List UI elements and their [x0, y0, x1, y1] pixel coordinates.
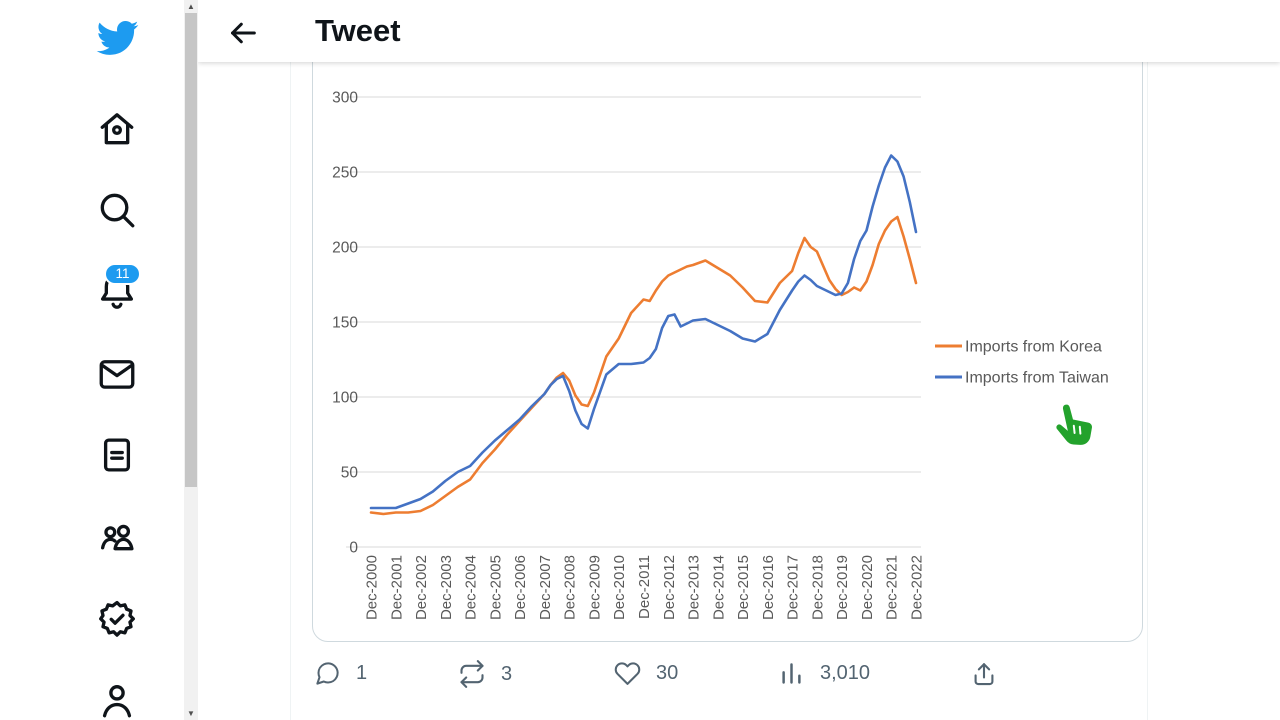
y-tick-label: 300: [332, 90, 358, 107]
share-button[interactable]: [970, 660, 998, 688]
x-tick-label: Dec-2010: [611, 555, 628, 620]
x-tick-label: Dec-2003: [438, 555, 455, 620]
lists-icon[interactable]: [96, 434, 138, 476]
messages-envelope-icon[interactable]: [96, 353, 138, 395]
twitter-bird-icon[interactable]: [95, 16, 139, 60]
share-upload-icon: [970, 660, 998, 688]
retweet-count: 3: [501, 662, 513, 685]
profile-person-icon[interactable]: [96, 679, 138, 720]
home-icon[interactable]: [96, 108, 138, 150]
x-tick-label: Dec-2020: [859, 555, 876, 620]
x-tick-label: Dec-2014: [710, 555, 727, 620]
engagement-bar: 1 3 30 3,010: [312, 660, 1143, 704]
bar-chart-views-icon: [778, 660, 805, 687]
x-tick-label: Dec-2021: [884, 555, 901, 620]
x-tick-label: Dec-2013: [686, 555, 703, 620]
x-tick-label: Dec-2001: [388, 555, 405, 620]
reply-icon: [314, 660, 341, 687]
x-tick-label: Dec-2022: [909, 555, 926, 620]
y-tick-label: 150: [332, 315, 358, 332]
reply-count: 1: [356, 662, 368, 684]
scrollbar-thumb[interactable]: [185, 13, 197, 487]
legend-label: Imports from Korea: [965, 339, 1102, 356]
notification-count-badge: 11: [104, 263, 141, 285]
imports-line-chart: 0 50 100 150 200 250 300 Dec-2000 Dec-2001 Dec-20…: [332, 90, 1109, 621]
series-line-imports-from-korea: [369, 215, 918, 516]
column-border-left: [290, 62, 291, 720]
x-tick-label: Dec-2008: [562, 555, 579, 620]
views-button[interactable]: 3,010: [778, 660, 870, 687]
search-icon[interactable]: [96, 189, 138, 231]
retweet-icon: [458, 660, 486, 688]
x-tick-label: Dec-2016: [760, 555, 777, 620]
x-tick-label: Dec-2002: [413, 555, 430, 620]
x-tick-label: Dec-2004: [463, 555, 480, 620]
verified-badge-icon[interactable]: [96, 598, 138, 640]
x-tick-label: Dec-2009: [586, 555, 603, 620]
communities-people-icon[interactable]: [95, 517, 139, 559]
heart-icon: [614, 660, 641, 687]
series-line-imports-from-taiwan: [369, 154, 918, 510]
x-tick-label: Dec-2011: [636, 555, 653, 619]
column-border-right: [1147, 62, 1148, 720]
y-tick-label: 100: [332, 390, 358, 407]
sidebar-scrollbar[interactable]: ▲ ▼: [184, 0, 198, 720]
reply-button[interactable]: 1: [314, 660, 367, 687]
scroll-up-button[interactable]: ▲: [184, 0, 198, 13]
scroll-down-button[interactable]: ▼: [184, 707, 198, 720]
retweet-button[interactable]: 3: [458, 660, 512, 688]
y-tick-label: 200: [332, 240, 358, 257]
legend-label: Imports from Taiwan: [965, 370, 1109, 387]
back-arrow-icon[interactable]: [226, 16, 260, 50]
like-count: 30: [656, 662, 679, 684]
x-tick-label: Dec-2012: [661, 555, 678, 620]
y-tick-label: 250: [332, 165, 358, 182]
views-count: 3,010: [820, 662, 871, 684]
x-tick-label: Dec-2000: [364, 555, 381, 620]
like-button[interactable]: 30: [614, 660, 678, 687]
x-tick-label: Dec-2018: [809, 555, 826, 620]
x-tick-label: Dec-2006: [512, 555, 529, 620]
x-tick-label: Dec-2015: [735, 555, 752, 620]
tweet-media-chart[interactable]: 0 50 100 150 200 250 300 Dec-2000 Dec-2001 Dec-20…: [312, 40, 1143, 642]
x-tick-label: Dec-2017: [785, 555, 802, 620]
x-tick-label: Dec-2019: [834, 555, 851, 620]
x-tick-label: Dec-2005: [487, 555, 504, 620]
page-title: Tweet: [315, 13, 401, 48]
sidebar-nav: [0, 0, 184, 720]
y-tick-label: 50: [341, 465, 359, 482]
x-tick-label: Dec-2007: [537, 555, 554, 620]
tweet-detail-header: Tweet: [198, 0, 1280, 62]
y-tick-label: 0: [349, 540, 358, 557]
